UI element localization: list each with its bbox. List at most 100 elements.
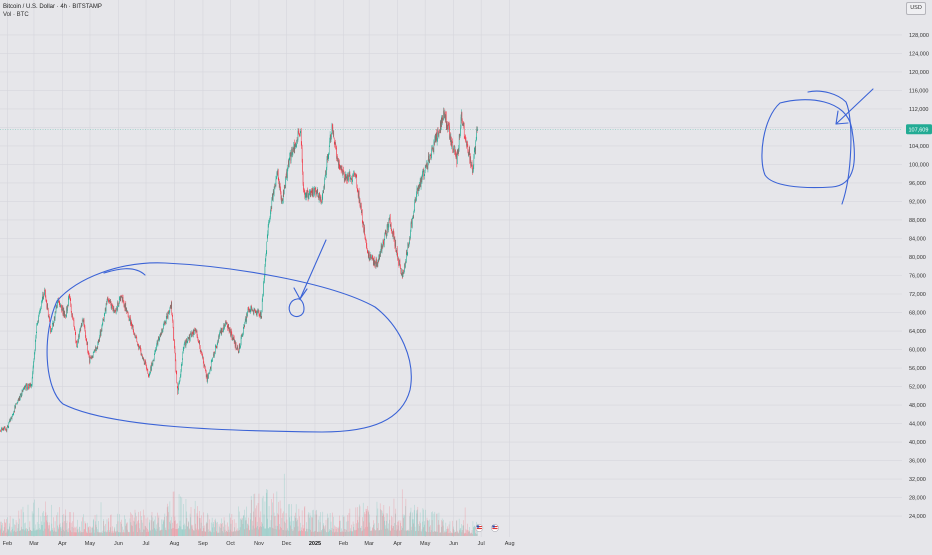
volume-bar [321, 532, 322, 536]
volume-bar [362, 531, 363, 536]
current-arrow-shaft[interactable] [836, 89, 873, 124]
volume-bar [45, 502, 46, 536]
volume-bar [365, 514, 366, 536]
volume-bar [51, 505, 52, 536]
volume-bar [319, 532, 320, 536]
volume-bar [107, 519, 108, 536]
volume-bar [158, 518, 159, 536]
volume-bar [115, 532, 116, 536]
volume-bar [133, 521, 134, 536]
volume-bar [399, 531, 400, 536]
volume-bar [35, 530, 36, 536]
volume-bar [256, 505, 257, 536]
volume-bar [71, 523, 72, 536]
top-range-circle[interactable] [762, 100, 854, 188]
volume-bar [235, 531, 236, 536]
volume-bar [387, 513, 388, 536]
volume-bar [246, 507, 247, 536]
volume-bar [402, 528, 403, 536]
volume-bar [16, 520, 17, 536]
volume-bar [172, 523, 173, 536]
volume-bar [68, 532, 69, 536]
volume-bar [171, 520, 172, 536]
volume-bar [128, 532, 129, 536]
event-markers[interactable] [476, 524, 499, 531]
volume-bar [178, 528, 179, 536]
volume-bar [7, 531, 8, 536]
volume-bar [462, 532, 463, 536]
volume-bar [351, 531, 352, 536]
volume-bar [74, 528, 75, 536]
volume-bar [432, 520, 433, 536]
volume-bar [392, 517, 393, 536]
volume-bar [53, 532, 54, 536]
volume-bar [377, 528, 378, 536]
volume-bar [350, 509, 351, 536]
volume-bar [129, 532, 130, 536]
volume-bar [94, 530, 95, 536]
volume-bar [15, 525, 16, 536]
volume-bar [378, 509, 379, 536]
volume-bar [354, 530, 355, 536]
volume-bar [270, 527, 271, 536]
volume-bar [353, 521, 354, 536]
volume-bar [327, 532, 328, 536]
volume-bar [389, 530, 390, 536]
price-tick-label: 60,000 [909, 348, 926, 354]
volume-bar [227, 522, 228, 536]
volume-bar [250, 513, 251, 536]
volume-bar [322, 529, 323, 536]
volume-bar [474, 527, 475, 536]
volume-bar [210, 532, 211, 536]
volume-bar [463, 526, 464, 536]
volume-bar [268, 528, 269, 536]
volume-bar [255, 517, 256, 536]
volume-bar [310, 530, 311, 536]
top-arrow-head[interactable] [294, 288, 307, 299]
us-flag-icon[interactable] [476, 524, 483, 531]
top-arrow-shaft[interactable] [300, 240, 326, 299]
volume-bar [351, 531, 352, 536]
volume-bar [160, 531, 161, 536]
volume-bar [366, 509, 367, 536]
price-tick-label: 104,000 [909, 144, 929, 150]
volume-bar [248, 524, 249, 536]
volume-bar [281, 528, 282, 536]
volume-bar [284, 511, 285, 536]
consolidation-ellipse[interactable] [47, 263, 411, 432]
volume-bar [351, 525, 352, 536]
volume-bar [276, 526, 277, 536]
volume-bar [307, 532, 308, 536]
volume-bar [312, 518, 313, 536]
volume-bar [345, 517, 346, 536]
volume-bar [400, 531, 401, 536]
volume-bar [339, 527, 340, 536]
volume-bar [133, 532, 134, 536]
volume-bar [138, 512, 139, 536]
volume-bar [14, 531, 15, 536]
volume-bar [461, 530, 462, 536]
local-top-circle[interactable] [289, 299, 304, 317]
currency-button[interactable]: USD [906, 2, 926, 15]
volume-bar [270, 527, 271, 536]
volume-bar [381, 530, 382, 536]
volume-bar [448, 533, 449, 536]
volume-bar [70, 522, 71, 536]
price-tick-label: 120,000 [909, 70, 929, 76]
volume-bar [253, 526, 254, 536]
annotation-drawings[interactable] [47, 89, 873, 432]
volume-bar [100, 532, 101, 536]
price-axis[interactable]: 24,00028,00032,00036,00040,00044,00048,0… [909, 33, 929, 520]
us-flag-icon[interactable] [491, 524, 498, 531]
volume-bar [395, 530, 396, 536]
volume-bar [261, 522, 262, 536]
volume-bar [297, 520, 298, 536]
volume-bar [69, 528, 70, 536]
volume-bar [295, 513, 296, 536]
volume-bar [112, 531, 113, 536]
volume-bar [308, 512, 309, 536]
volume-bar [53, 517, 54, 536]
